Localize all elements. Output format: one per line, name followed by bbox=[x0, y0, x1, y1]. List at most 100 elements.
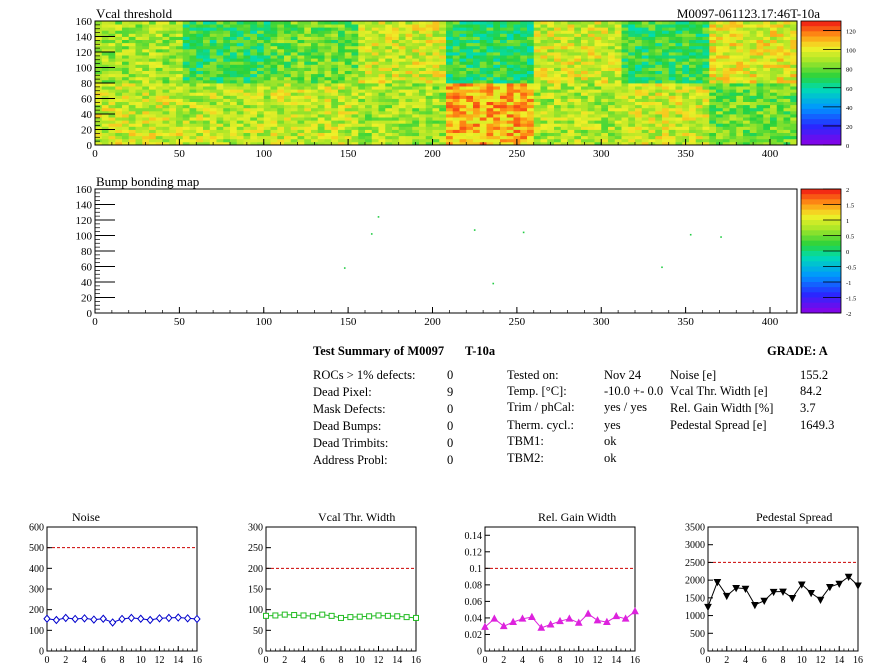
heatmap-cell bbox=[587, 86, 595, 90]
heatmap-cell bbox=[284, 61, 292, 65]
heatmap-cell bbox=[338, 33, 346, 37]
heatmap-cell bbox=[189, 73, 197, 78]
heatmap-cell bbox=[655, 24, 663, 28]
heatmap-cell bbox=[398, 39, 406, 44]
heatmap-cell bbox=[770, 42, 778, 47]
heatmap-cell bbox=[689, 104, 697, 109]
data-point bbox=[546, 620, 555, 628]
heatmap-cell bbox=[216, 89, 224, 93]
heatmap-cell bbox=[567, 42, 575, 47]
heatmap-cell bbox=[284, 67, 292, 71]
heatmap-cell bbox=[223, 101, 231, 106]
heatmap-cell bbox=[169, 70, 177, 75]
heatmap-cell bbox=[351, 107, 359, 112]
heatmap-cell bbox=[398, 48, 406, 53]
heatmap-cell bbox=[635, 104, 643, 109]
heatmap-cell bbox=[392, 27, 400, 31]
heatmap-cell bbox=[250, 101, 258, 106]
heatmap-cell bbox=[608, 110, 616, 115]
heatmap-cell bbox=[790, 30, 798, 34]
heatmap-cell bbox=[689, 126, 697, 130]
heatmap-cell bbox=[668, 123, 676, 127]
heatmap-cell bbox=[338, 86, 346, 90]
heatmap-cell bbox=[324, 36, 332, 40]
heatmap-cell bbox=[297, 52, 305, 56]
heatmap-cell bbox=[182, 98, 190, 102]
heatmap-cell bbox=[196, 101, 204, 106]
heatmap-cell bbox=[493, 114, 501, 118]
heatmap-cell bbox=[493, 92, 501, 96]
heatmap-cell bbox=[338, 76, 346, 81]
heatmap-cell bbox=[263, 42, 271, 47]
heatmap-cell bbox=[716, 120, 724, 124]
heatmap-cell bbox=[344, 95, 352, 99]
heatmap-cell bbox=[358, 48, 366, 53]
heatmap-cell bbox=[128, 138, 136, 143]
heatmap-cell bbox=[783, 126, 791, 130]
heatmap-cell bbox=[621, 52, 629, 56]
heatmap-cell bbox=[284, 104, 292, 109]
heatmap-cell bbox=[763, 104, 771, 109]
heatmap-cell bbox=[216, 39, 224, 44]
heatmap-cell bbox=[439, 64, 447, 68]
heatmap-cell bbox=[581, 135, 589, 140]
heatmap-cell bbox=[290, 98, 298, 102]
heatmap-cell bbox=[689, 42, 697, 47]
heatmap-cell bbox=[385, 135, 393, 140]
heatmap-cell bbox=[311, 126, 319, 130]
heatmap-cell bbox=[783, 67, 791, 71]
heatmap-cell bbox=[655, 27, 663, 31]
heatmap-cell bbox=[560, 114, 568, 118]
heatmap-cell bbox=[567, 30, 575, 34]
heatmap-cell bbox=[203, 45, 211, 50]
heatmap-cell bbox=[385, 83, 393, 87]
heatmap-cell bbox=[783, 92, 791, 96]
color-scale-cell bbox=[801, 307, 841, 314]
heatmap-cell bbox=[614, 55, 622, 59]
heatmap-cell bbox=[277, 21, 285, 25]
heatmap-cell bbox=[790, 55, 798, 59]
heatmap-cell bbox=[560, 58, 568, 62]
heatmap-cell bbox=[196, 141, 204, 146]
heatmap-cell bbox=[628, 135, 636, 140]
heatmap-cell bbox=[790, 98, 798, 102]
data-point bbox=[844, 573, 853, 581]
heatmap-cell bbox=[662, 107, 670, 112]
heatmap-cell bbox=[405, 92, 413, 96]
data-point bbox=[193, 614, 201, 624]
heatmap-cell bbox=[311, 39, 319, 44]
heatmap-cell bbox=[425, 104, 433, 109]
heatmap-cell bbox=[628, 89, 636, 93]
heatmap-cell bbox=[425, 110, 433, 115]
heatmap-cell bbox=[176, 98, 184, 102]
heatmap-cell bbox=[432, 107, 440, 112]
heatmap-cell bbox=[689, 92, 697, 96]
heatmap-cell bbox=[439, 79, 447, 84]
heatmap-cell bbox=[419, 89, 427, 93]
heatmap-cell bbox=[128, 73, 136, 78]
heatmap-cell bbox=[628, 45, 636, 50]
heatmap-cell bbox=[182, 73, 190, 78]
heatmap-cell bbox=[533, 98, 541, 102]
heatmap-cell bbox=[702, 120, 710, 124]
heatmap-cell bbox=[304, 73, 312, 78]
heatmap-cell bbox=[263, 92, 271, 96]
heatmap-cell bbox=[149, 110, 157, 115]
heatmap-cell bbox=[621, 135, 629, 140]
heatmap-cell bbox=[709, 129, 717, 133]
heatmap-cell bbox=[189, 58, 197, 62]
heatmap-cell bbox=[675, 79, 683, 84]
heatmap-cell bbox=[722, 114, 730, 118]
color-scale-cell bbox=[801, 204, 841, 211]
heatmap-cell bbox=[675, 110, 683, 115]
heatmap-cell bbox=[371, 55, 379, 59]
heatmap-cell bbox=[729, 30, 737, 34]
heatmap-cell bbox=[506, 73, 514, 78]
heatmap-cell bbox=[412, 114, 420, 118]
heatmap-cell bbox=[182, 89, 190, 93]
heatmap-cell bbox=[358, 52, 366, 56]
color-scale-cell bbox=[801, 302, 841, 309]
heatmap-cell bbox=[155, 30, 163, 34]
heatmap-cell bbox=[203, 110, 211, 115]
heatmap-cell bbox=[655, 67, 663, 71]
